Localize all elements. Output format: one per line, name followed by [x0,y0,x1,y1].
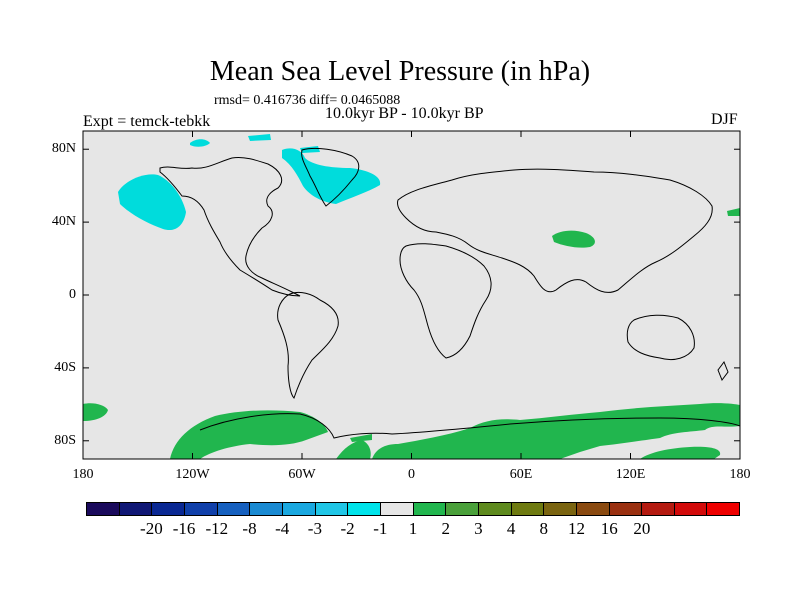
colorbar-label: -20 [140,519,163,538]
colorbar-label: 1 [408,519,418,538]
north-pacific-east-positive [727,208,740,216]
antarctica-positive-ross [640,446,721,459]
colorbar-label: -1 [373,519,388,538]
australia-coast [626,314,695,361]
africa-coast [399,243,492,359]
y-tick-label: 40S [54,359,76,375]
colorbar-swatch [707,503,740,515]
x-tick-label: 60W [288,467,316,482]
alaska-gulf-negative [118,174,186,231]
x-tick-label: 0 [408,467,415,482]
colorbar-label: 3 [474,519,483,538]
greenland-inner [300,146,320,153]
colorbar-label: -16 [172,519,196,538]
antarctica-positive-east [372,403,740,459]
time-period-label: 10.0kyr BP - 10.0kyr BP [325,105,484,122]
y-tick-label: 0 [69,287,76,302]
rmsd-diff-stats: rmsd= 0.416736 diff= 0.0465088 [214,93,401,108]
arctic-negative-2 [248,134,271,141]
colorbar-swatch [87,503,120,515]
colorbar-swatch [544,503,577,515]
north-america-coast [159,157,301,297]
negative-anomaly-layer [118,134,381,231]
colorbar-swatch [119,503,153,515]
colorbar-label: -4 [275,519,290,538]
colorbar-swatch [282,503,316,515]
colorbar [86,502,740,516]
coastlines [159,147,741,439]
axis-ticks [82,131,741,459]
colorbar-swatch [674,503,708,515]
colorbar-swatch [576,503,610,515]
colorbar-label: 8 [539,519,549,538]
colorbar-label: 2 [441,519,450,538]
south-pacific-west-positive [83,403,108,421]
arctic-negative [190,139,210,147]
colorbar-swatch [184,503,218,515]
colorbar-label: 20 [633,519,651,538]
south-america-coast [277,291,339,399]
colorbar-swatch [380,503,414,515]
antarctica-positive-mid [336,440,371,459]
colorbar-swatch [642,503,675,515]
colorbar-swatch [250,503,283,515]
colorbar-swatch [478,503,512,515]
x-tick-label: 180 [72,467,94,482]
colorbar-swatch [217,503,251,515]
plot-title: Mean Sea Level Pressure (in hPa) [209,56,591,87]
colorbar-label: -8 [242,519,257,538]
colorbar-swatch [152,503,185,515]
x-tick-label: 120E [615,467,646,482]
antarctica-positive-west [170,410,328,459]
y-tick-label: 80S [54,432,76,448]
colorbar-label: 12 [568,519,585,538]
x-tick-label: 180 [729,467,751,482]
positive-anomaly-layer [83,208,740,459]
map-background [83,131,740,459]
colorbar-swatch [511,503,545,515]
colorbar-label: 16 [600,519,618,538]
colorbar-swatch [315,503,349,515]
colorbar-label: -12 [205,519,229,538]
y-tick-label: 40N [51,214,76,230]
colorbar-label: -3 [307,519,322,538]
experiment-label: Expt = temck-tebkk [83,113,211,130]
colorbar-swatch [446,503,479,515]
x-tick-label: 60E [509,467,533,482]
x-tick-label: 120W [175,467,210,482]
y-tick-label: 80N [51,141,76,157]
greenland-negative [282,148,381,204]
greenland-coast [301,147,360,207]
colorbar-swatch [348,503,381,515]
colorbar-label: -2 [340,519,355,538]
antarctica-coast [199,413,741,439]
eurasia-coast [397,168,713,293]
colorbar-label: 4 [506,519,516,538]
colorbar-swatch [609,503,643,515]
season-label: DJF [711,111,738,128]
antarctica-positive-mid2 [350,434,372,442]
new-zealand-coast [717,360,729,382]
tibet-positive [552,230,595,248]
colorbar-swatch [413,503,447,515]
